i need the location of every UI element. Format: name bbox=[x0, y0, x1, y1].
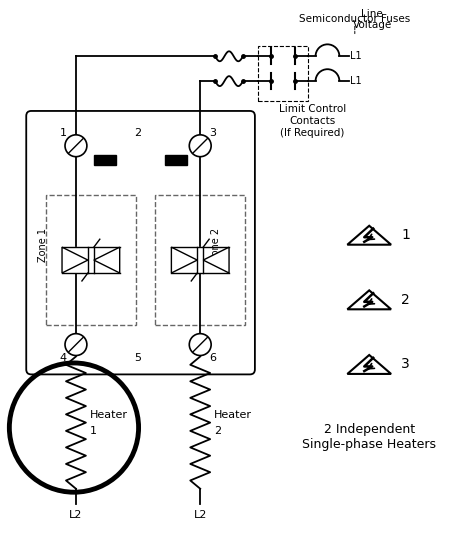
Text: Heater: Heater bbox=[90, 410, 128, 420]
Text: 4: 4 bbox=[59, 353, 66, 363]
Text: L1: L1 bbox=[350, 76, 362, 86]
Text: 1: 1 bbox=[401, 228, 410, 242]
Bar bbox=[165, 155, 187, 165]
Bar bbox=[46, 195, 136, 325]
Text: 3: 3 bbox=[210, 128, 217, 138]
Polygon shape bbox=[172, 247, 197, 273]
Text: Contacts: Contacts bbox=[290, 116, 336, 126]
Text: Zone 2: Zone 2 bbox=[211, 228, 221, 262]
Text: Semiconductor Fuses: Semiconductor Fuses bbox=[299, 15, 410, 25]
Text: 6: 6 bbox=[210, 353, 217, 363]
Circle shape bbox=[65, 135, 87, 157]
Polygon shape bbox=[94, 247, 120, 273]
Text: 2: 2 bbox=[214, 425, 221, 436]
Polygon shape bbox=[347, 290, 391, 310]
Text: Single-phase Heaters: Single-phase Heaters bbox=[302, 438, 436, 452]
FancyBboxPatch shape bbox=[26, 111, 255, 375]
Text: L2: L2 bbox=[193, 509, 207, 520]
Polygon shape bbox=[347, 225, 391, 245]
Circle shape bbox=[189, 334, 211, 355]
Text: Heater: Heater bbox=[214, 410, 252, 420]
Text: 5: 5 bbox=[135, 353, 142, 363]
Text: 2: 2 bbox=[401, 293, 410, 307]
Bar bbox=[258, 46, 308, 101]
Text: Zone 1: Zone 1 bbox=[38, 228, 48, 262]
Circle shape bbox=[65, 334, 87, 355]
Text: 1: 1 bbox=[90, 425, 97, 436]
Bar bbox=[155, 195, 245, 325]
Polygon shape bbox=[203, 247, 229, 273]
Text: L1: L1 bbox=[350, 51, 362, 61]
Text: Limit Control: Limit Control bbox=[279, 104, 346, 114]
Text: (If Required): (If Required) bbox=[280, 128, 345, 138]
Text: 2: 2 bbox=[135, 128, 142, 138]
Polygon shape bbox=[347, 355, 391, 374]
Text: L2: L2 bbox=[69, 509, 82, 520]
Text: Voltage: Voltage bbox=[353, 20, 392, 31]
Text: Line: Line bbox=[361, 9, 383, 19]
Text: 2 Independent: 2 Independent bbox=[324, 423, 415, 436]
Polygon shape bbox=[62, 247, 88, 273]
Text: 3: 3 bbox=[401, 358, 410, 371]
Circle shape bbox=[189, 135, 211, 157]
Bar bbox=[94, 155, 116, 165]
Text: 1: 1 bbox=[60, 128, 66, 138]
